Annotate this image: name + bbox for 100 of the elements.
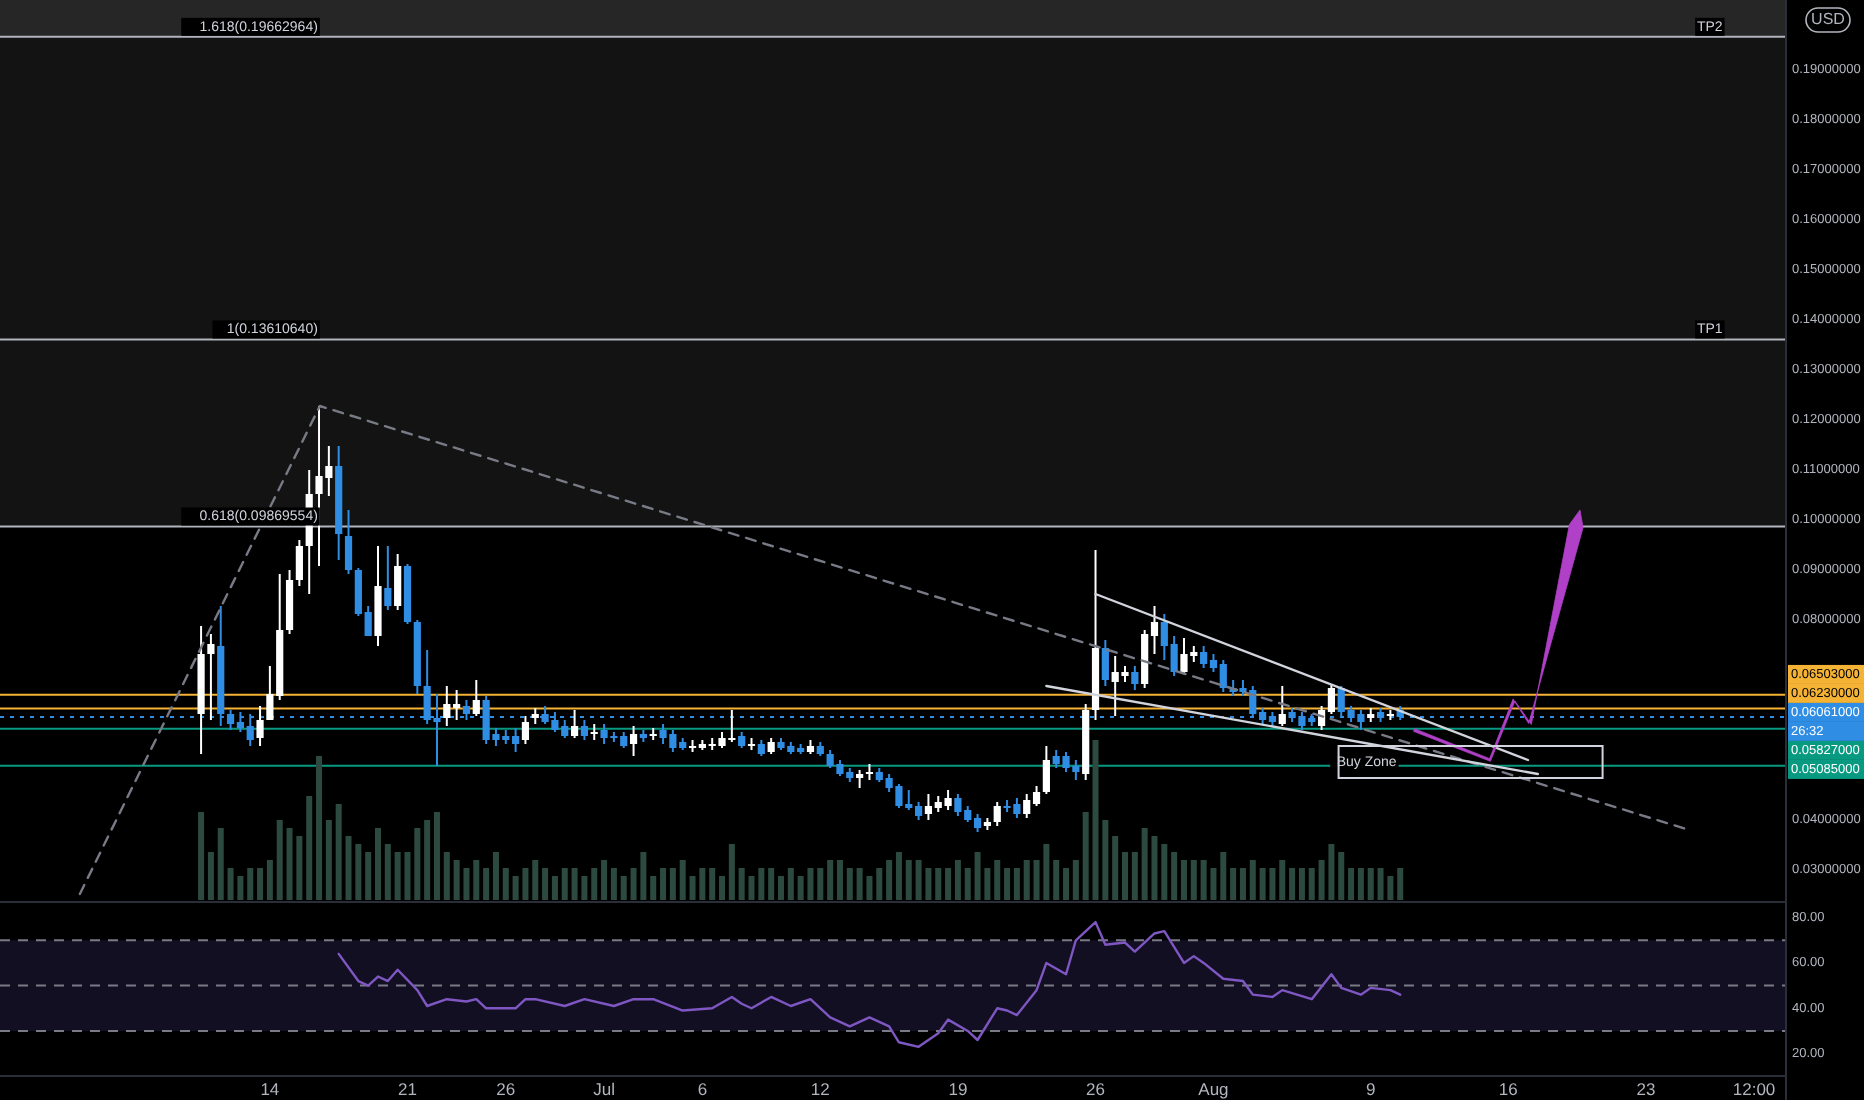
bar [994, 860, 1001, 900]
candlestick [472, 679, 480, 717]
x-tick-label: 9 [1365, 1078, 1376, 1099]
bar [846, 868, 853, 900]
bar [375, 828, 381, 900]
bar [601, 860, 608, 900]
candlestick [207, 633, 215, 721]
bar [483, 868, 490, 900]
bar [443, 852, 450, 900]
bar [433, 812, 440, 900]
x-tick-label: 21 [398, 1078, 418, 1099]
bar [532, 860, 539, 900]
bar [1112, 836, 1119, 900]
bar [964, 868, 971, 900]
bar [650, 876, 657, 900]
bar [1338, 852, 1345, 900]
bar [827, 860, 834, 900]
candlestick [993, 801, 1001, 827]
bar [1397, 868, 1404, 900]
bar [1348, 868, 1355, 900]
x-tick-label: 12:00 [1732, 1078, 1776, 1099]
bar [1357, 868, 1364, 900]
bar [1367, 868, 1374, 900]
bar [551, 876, 558, 900]
bar [787, 868, 794, 900]
bar [1161, 844, 1168, 900]
bar [1023, 860, 1030, 900]
x-tick-label: Jul [593, 1078, 616, 1099]
bar [1220, 852, 1227, 900]
bar [1013, 868, 1020, 900]
bar [335, 804, 342, 900]
bar [1082, 812, 1089, 900]
candlestick [1278, 685, 1286, 727]
bar [1122, 852, 1128, 900]
bar [473, 860, 480, 900]
bar [669, 868, 676, 900]
bar [306, 796, 313, 900]
bar [247, 868, 254, 900]
x-tick-label: 26 [1086, 1078, 1106, 1099]
bar [207, 852, 214, 900]
bar [365, 852, 372, 900]
bar [935, 868, 942, 900]
bar [276, 820, 283, 900]
bar [719, 876, 726, 900]
bar [1239, 868, 1246, 900]
bar [502, 868, 509, 900]
bar [768, 868, 775, 900]
x-tick-label: 14 [260, 1078, 280, 1099]
bar [679, 860, 686, 900]
bar [1180, 860, 1187, 900]
candlestick [394, 553, 402, 611]
bar [1053, 860, 1060, 900]
x-tick-label: 19 [948, 1078, 968, 1099]
x-tick-label: 16 [1498, 1078, 1519, 1099]
bar [954, 860, 961, 900]
candlestick [1131, 665, 1139, 691]
bar [384, 844, 391, 900]
x-tick-label: Aug [1198, 1078, 1230, 1099]
candlestick [521, 715, 530, 745]
bar [591, 868, 598, 900]
x-tick-label: 6 [697, 1078, 708, 1099]
bar [1190, 860, 1197, 900]
bar [1004, 868, 1011, 900]
bar [257, 868, 264, 900]
bar [542, 868, 549, 900]
candlestick [295, 539, 303, 587]
bar [709, 868, 716, 900]
bar [316, 756, 323, 900]
bar [414, 828, 421, 900]
bar [424, 820, 431, 900]
bar [620, 876, 627, 900]
text: USD [1811, 10, 1846, 29]
bar [325, 820, 332, 900]
bar [886, 860, 893, 900]
bar [561, 868, 568, 900]
bar [945, 868, 952, 900]
bar [728, 844, 735, 900]
candlestick [629, 725, 638, 757]
bar [836, 860, 843, 900]
candlestick [570, 709, 579, 739]
x-tick-label: 26 [496, 1078, 516, 1099]
bar [777, 876, 784, 900]
candlestick [1101, 639, 1109, 687]
bar [817, 868, 824, 900]
bar [876, 868, 883, 900]
bar [492, 852, 499, 900]
bar [1289, 868, 1296, 900]
bar [1131, 852, 1138, 900]
candlestick [256, 705, 264, 747]
bar [1308, 868, 1315, 900]
candlestick [384, 545, 392, 611]
bar [1063, 868, 1070, 900]
bar [266, 860, 273, 900]
bar [1298, 868, 1305, 900]
candlestick [344, 509, 353, 575]
bar [1279, 860, 1286, 900]
bar [198, 812, 205, 900]
bar [1230, 868, 1237, 900]
bar [738, 868, 745, 900]
bar [895, 852, 902, 900]
